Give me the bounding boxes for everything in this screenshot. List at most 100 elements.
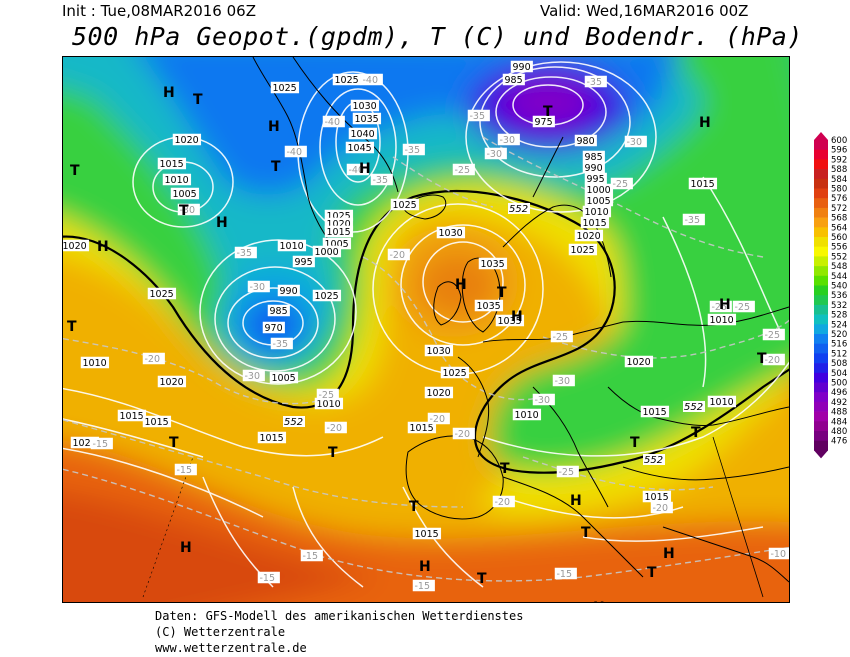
pressure-label-text: 1025 (393, 200, 417, 211)
low-pressure-center: T (691, 425, 701, 441)
temperature-isotherms (63, 136, 789, 582)
temperature-label: -25 (556, 465, 579, 478)
pressure-label: 1015 (324, 225, 354, 238)
pressure-centers: HTHTHTHTHTHTHTHHTTTTTTTHTHTHHTH (67, 85, 767, 602)
pressure-label-text: 990 (513, 62, 531, 73)
colorbar-level: 512 (831, 349, 847, 359)
pressure-label: 1015 (580, 216, 610, 229)
footer-website: www.wetterzentrale.de (155, 641, 307, 655)
temperature-label-text: -40 (287, 147, 303, 158)
colorbar-swatch (814, 285, 828, 296)
pressure-label: 990 (510, 60, 533, 73)
pressure-label: 1020 (574, 229, 604, 242)
temperature-label-text: -30 (535, 395, 551, 406)
temperature-label: -25 (762, 328, 785, 341)
temperature-label: -30 (497, 133, 520, 146)
colorbar-swatch (814, 256, 828, 267)
low-pressure-center: T (67, 319, 77, 335)
pressure-label-text: 1045 (348, 143, 372, 154)
pressure-label-text: 1015 (160, 159, 184, 170)
low-pressure-center: T (757, 351, 767, 367)
temperature-label: -30 (552, 374, 575, 387)
pressure-label: 970 (262, 321, 285, 334)
contour-552 (63, 190, 789, 474)
weather-map[interactable]: 1025 1025 1030 1035 1040 1045 1020 1015 1010 1005… (62, 56, 790, 603)
colorbar-level: 552 (831, 252, 847, 262)
init-time: Init : Tue,08MAR2016 06Z (62, 2, 256, 20)
temperature-label: -35 (234, 246, 257, 259)
temperature-label: -30 (532, 393, 555, 406)
pressure-label: 995 (292, 255, 315, 268)
pressure-label: 990 (277, 284, 300, 297)
contour-552-label-text: 552 (644, 455, 663, 466)
pressure-label-text: 1015 (145, 417, 169, 428)
pressure-label: 1015 (640, 405, 670, 418)
valid-time: Valid: Wed,16MAR2016 00Z (540, 2, 749, 20)
temperature-label: -15 (257, 571, 280, 584)
contour-552-label: 552 (643, 454, 665, 466)
low-pressure-center: T (70, 163, 80, 179)
colorbar-swatch (814, 334, 828, 344)
pressure-label: 1015 (157, 157, 187, 170)
colorbar-level: 484 (831, 417, 847, 427)
temperature-label: -25 (709, 300, 732, 313)
pressure-label-text: 995 (587, 174, 605, 185)
temperature-label: -25 (316, 388, 339, 401)
low-pressure-center: T (630, 435, 640, 451)
temperature-label: -15 (174, 463, 197, 476)
temperature-label-text: -20 (455, 429, 471, 440)
colorbar-swatches (814, 132, 828, 459)
footer-source: Daten: GFS-Modell des amerikanischen Wet… (155, 609, 524, 623)
colorbar-level: 532 (831, 301, 847, 311)
colorbar-swatch (814, 421, 828, 432)
colorbar-swatch (814, 295, 828, 306)
temperature-label-text: -30 (487, 149, 503, 160)
temperature-label: -25 (610, 177, 633, 190)
temperature-label-text: -25 (319, 390, 335, 401)
temperature-label: -40 (284, 145, 307, 158)
temperature-label-text: -35 (273, 339, 289, 350)
high-pressure-center: H (593, 600, 605, 602)
pressure-label: 1025 (568, 243, 598, 256)
pressure-label: 1035 (478, 257, 508, 270)
contour-552-label: 552 (283, 416, 305, 428)
coastlines (142, 57, 789, 598)
low-pressure-center: T (647, 565, 657, 581)
high-pressure-center: H (268, 119, 280, 135)
colorbar-arrow-top (814, 132, 828, 140)
temperature-label-text: -30 (180, 205, 196, 216)
temperature-label-text: -30 (245, 371, 261, 382)
high-pressure-center: H (180, 540, 192, 556)
low-pressure-center: T (179, 203, 189, 219)
colorbar-level: 588 (831, 165, 847, 175)
temperature-label-text: -25 (712, 302, 728, 313)
pressure-labels: 1025102510301035104010451020101510101005… (63, 60, 737, 540)
pressure-label-text: 1015 (260, 433, 284, 444)
pressure-label: 985 (502, 73, 525, 86)
temperature-label-text: -25 (455, 165, 471, 176)
colorbar-level: 476 (831, 437, 847, 447)
pressure-label: 1030 (436, 226, 466, 239)
temperature-label: -15 (554, 567, 577, 580)
temperature-label-text: -35 (237, 248, 253, 259)
pressure-label: 1000 (584, 183, 614, 196)
temperature-label: -10 (768, 547, 789, 560)
pressure-label-text: 1020 (577, 231, 601, 242)
pressure-label: 1020 (63, 239, 90, 252)
temperature-label: -35 (682, 213, 705, 226)
pressure-label-text: 985 (585, 152, 603, 163)
pressure-label: 1035 (474, 299, 504, 312)
temperature-label-text: -35 (685, 215, 701, 226)
pressure-label: 1025 (147, 287, 177, 300)
pressure-label-text: 1025 (443, 368, 467, 379)
temperature-label-text: -30 (250, 282, 266, 293)
colorbar-swatch (814, 304, 828, 315)
pressure-label-text: 1015 (327, 227, 351, 238)
colorbar-swatch (814, 382, 828, 393)
temperature-label: -20 (387, 248, 410, 261)
pressure-label-text: 1010 (317, 399, 341, 410)
pressure-label-text: 1015 (583, 218, 607, 229)
colorbar-swatch (814, 411, 828, 422)
temperature-label: -20 (452, 427, 475, 440)
temperature-label-text: -20 (430, 414, 446, 425)
